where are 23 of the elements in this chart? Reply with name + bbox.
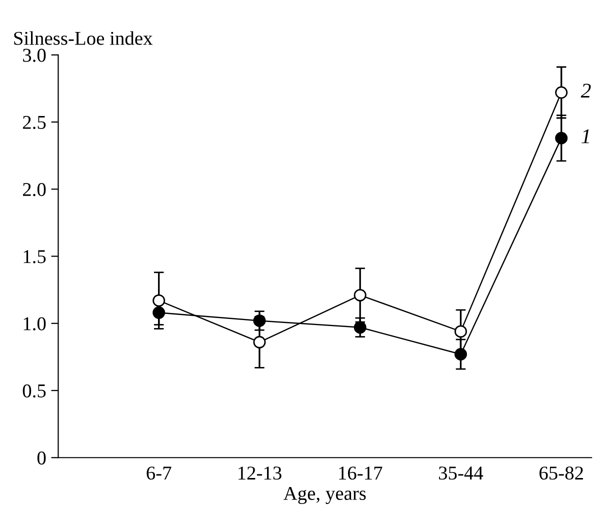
point [354,288,366,302]
point [152,294,166,307]
y-tick-label: 1.0 [24,317,46,330]
y-tick-label: 3.0 [23,48,46,62]
point [555,86,568,99]
y-axis-title: Silness-Loe index [14,31,153,45]
x-axis-title: Age, years [284,486,366,504]
point [354,321,366,334]
series-label: 1 [582,129,589,144]
point [454,325,467,338]
x-tick-label: 12-13 [238,466,282,480]
point [555,132,568,144]
x-tick-label: 16-17 [339,466,382,480]
x-tick-label: 6-7 [146,466,172,480]
y-tick-label: 2.5 [22,116,46,130]
y-tick-label: 2.0 [22,182,46,196]
point [253,336,266,348]
y-tick-label: 0 [37,451,46,465]
y-tick-label: 1.5 [24,250,46,264]
y-tick-label: 0.5 [22,384,46,398]
series-label: 2 [580,84,591,98]
x-tick-label: 35-44 [438,466,484,480]
x-tick-label: 65-82 [540,466,583,480]
